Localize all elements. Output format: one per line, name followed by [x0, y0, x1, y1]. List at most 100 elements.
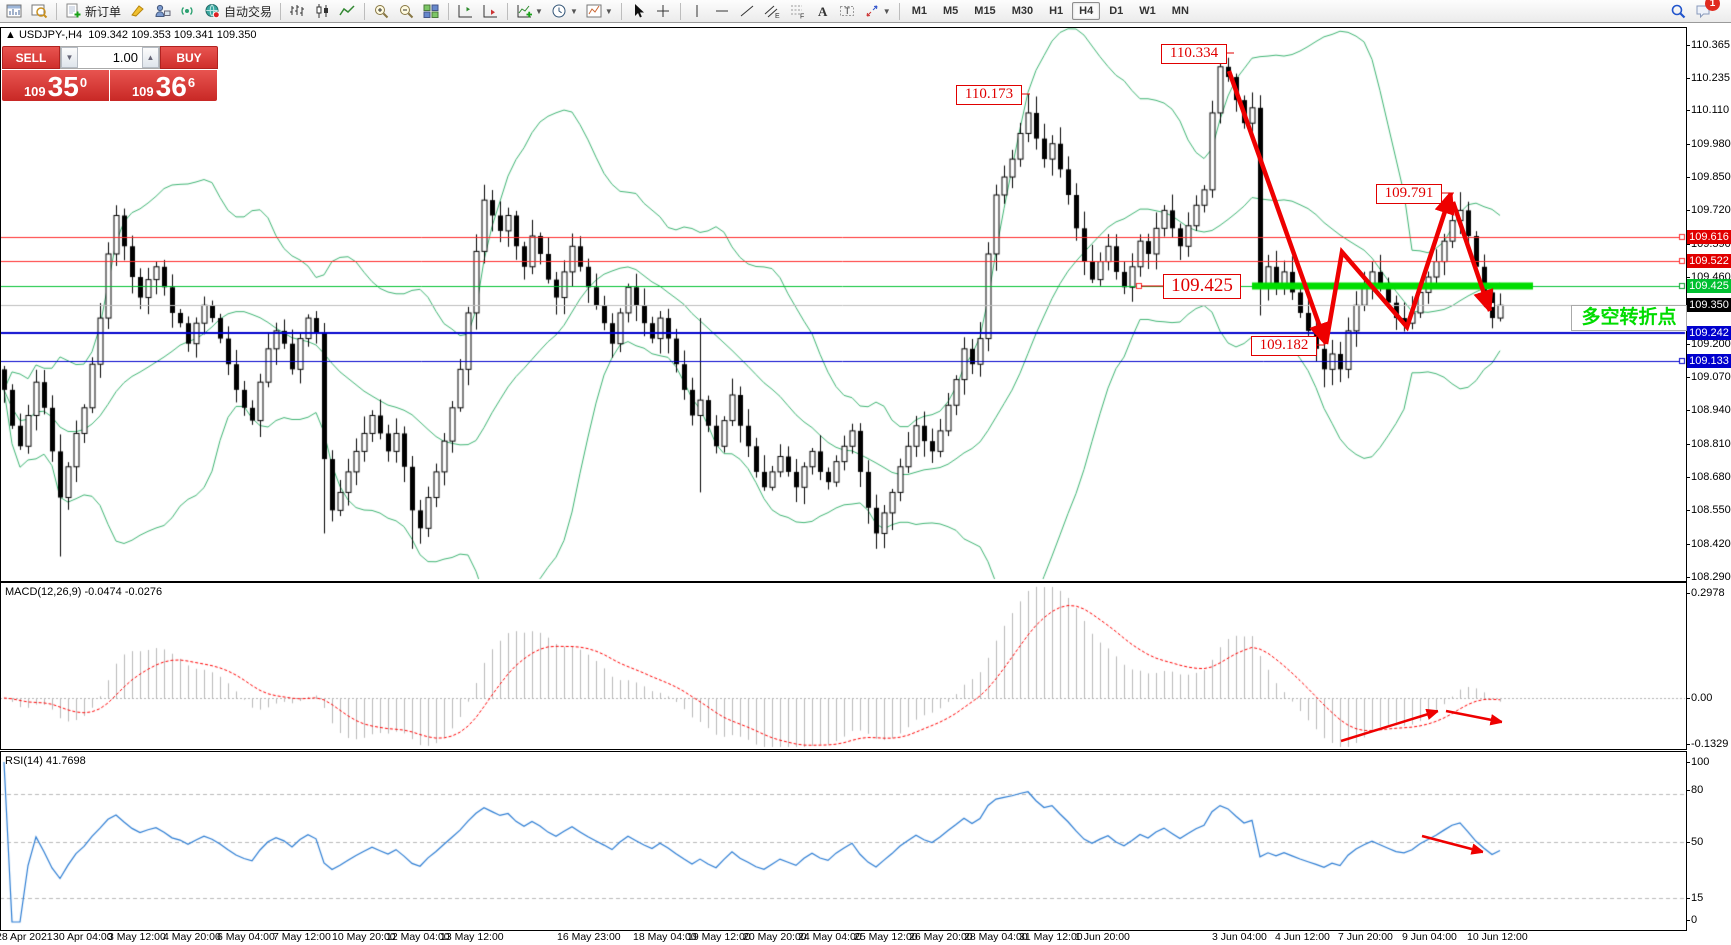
one-click-trading-panel: SELL ▼ 1.00 ▲ BUY 109 35 0 109 36 6: [2, 46, 218, 101]
text-label-button[interactable]: T: [836, 0, 859, 23]
chart-shift-button[interactable]: [454, 0, 477, 23]
line-chart-button[interactable]: [336, 0, 359, 23]
turning-point-note[interactable]: 多空转折点: [1571, 305, 1687, 331]
rsi-axis-tick: 15: [1691, 892, 1704, 904]
timeframe-h4-button[interactable]: H4: [1072, 2, 1101, 20]
timeframe-m1-button[interactable]: M1: [911, 5, 927, 17]
axis-tick-mark: [1686, 78, 1690, 79]
price-callout-label[interactable]: 109.182: [1251, 336, 1317, 356]
bar-chart-icon: [289, 3, 306, 19]
new-order-icon: [65, 3, 82, 19]
horizontal-line-icon: [714, 3, 731, 19]
periods-button[interactable]: ▼: [548, 0, 581, 23]
zoom-out-icon: [398, 3, 415, 19]
trendline-button[interactable]: [736, 0, 759, 23]
buy-price[interactable]: 109 36 6: [110, 70, 217, 101]
axis-tick-mark: [1686, 842, 1690, 843]
toolbar-separator: [364, 2, 366, 20]
arrows-button[interactable]: ▼: [861, 0, 894, 23]
zoom-in-button[interactable]: [370, 0, 393, 23]
bar-chart-button[interactable]: [286, 0, 309, 23]
timeframe-m5-button[interactable]: M5: [943, 5, 959, 17]
axis-tick-mark: [1686, 898, 1690, 899]
axis-tick-mark: [1686, 377, 1690, 378]
time-axis-label: 4 May 20:00: [163, 931, 221, 943]
indicators-button[interactable]: ▼: [513, 0, 546, 23]
new-order-button[interactable]: 新订单: [62, 0, 124, 23]
chart-preview-icon: [31, 3, 48, 19]
arrows-icon: [864, 3, 881, 19]
sell-price[interactable]: 109 35 0: [2, 70, 109, 101]
macd-axis-tick: 0.2978: [1691, 587, 1725, 599]
signals-button[interactable]: [176, 0, 199, 23]
tile-windows-icon: [423, 3, 440, 19]
vertical-line-button[interactable]: [686, 0, 709, 23]
price-callout-label[interactable]: 110.173: [956, 85, 1022, 105]
chevron-down-icon: ▼: [882, 6, 891, 16]
toolbar-separator: [507, 2, 509, 20]
templates-button[interactable]: ▼: [583, 0, 616, 23]
price-axis-tick: 109.980: [1691, 138, 1731, 150]
notifications-button[interactable]: 1: [1692, 0, 1720, 23]
cursor-button[interactable]: [627, 0, 650, 23]
indicators-icon: [516, 3, 533, 19]
axis-tick-mark: [1686, 277, 1690, 278]
price-level-badge: 109.133: [1687, 354, 1731, 368]
price-callout-label[interactable]: 110.334: [1161, 44, 1227, 64]
autotrading-button[interactable]: 自动交易: [201, 0, 275, 23]
chart-window-button[interactable]: [3, 0, 26, 23]
channel-button[interactable]: E: [761, 0, 784, 23]
strategy-button[interactable]: [151, 0, 174, 23]
tile-windows-button[interactable]: [420, 0, 443, 23]
price-callout-label[interactable]: 109.791: [1376, 184, 1442, 204]
zoom-out-button[interactable]: [395, 0, 418, 23]
candlestick-chart-icon: [314, 3, 331, 19]
highlighter-button[interactable]: [126, 0, 149, 23]
toolbar-buttons: 新订单 自动交易 ▼ ▼ ▼ E F A T ▼: [2, 0, 904, 23]
buy-button[interactable]: BUY: [160, 46, 218, 69]
auto-scroll-button[interactable]: [479, 0, 502, 23]
rsi-axis-tick: 80: [1691, 784, 1704, 796]
time-axis-label: 9 Jun 04:00: [1402, 931, 1457, 943]
candlestick-chart-button[interactable]: [311, 0, 334, 23]
volume-increase-button[interactable]: ▲: [142, 47, 159, 68]
timeframe-h1-button[interactable]: H1: [1049, 5, 1064, 17]
time-axis-label: 26 May 20:00: [909, 931, 973, 943]
axis-tick-mark: [1686, 244, 1690, 245]
chart-shift-icon: [457, 3, 474, 19]
timeframe-d1-button[interactable]: D1: [1109, 5, 1124, 17]
volume-value[interactable]: 1.00: [112, 50, 138, 65]
collapse-quote-toggle-icon[interactable]: ▲: [5, 29, 16, 41]
autotrading-label: 自动交易: [224, 4, 273, 19]
macd-axis-tick: 0.00: [1691, 692, 1713, 704]
timeframe-m15-button[interactable]: M15: [974, 5, 996, 17]
autotrading-icon: [204, 3, 221, 19]
fibonacci-button[interactable]: F: [786, 0, 809, 23]
rsi-axis-tick: 0: [1691, 914, 1698, 926]
sell-price-sup: 0: [79, 75, 88, 90]
time-axis-label: 3 Jun 04:00: [1212, 931, 1267, 943]
timeframe-m30-button[interactable]: M30: [1011, 5, 1034, 17]
search-button[interactable]: [1667, 0, 1690, 23]
crosshair-button[interactable]: [652, 0, 675, 23]
axis-tick-mark: [1686, 790, 1690, 791]
horizontal-line-button[interactable]: [711, 0, 734, 23]
rsi-axis-tick: 100: [1691, 756, 1710, 768]
price-level-badge: 109.522: [1687, 254, 1731, 268]
new-order-label: 新订单: [85, 4, 122, 19]
price-callout-label[interactable]: 109.425: [1163, 274, 1241, 299]
cursor-icon: [630, 3, 647, 19]
timeframe-mn-button[interactable]: MN: [1171, 5, 1189, 17]
auto-scroll-icon: [482, 3, 499, 19]
crosshair-icon: [655, 3, 672, 19]
timeframe-w1-button[interactable]: W1: [1139, 5, 1156, 17]
text-button[interactable]: A: [811, 0, 834, 23]
sell-button[interactable]: SELL: [2, 46, 60, 69]
volume-field: ▼ 1.00 ▲: [60, 46, 160, 69]
notification-badge: 1: [1705, 0, 1720, 11]
axis-tick-mark: [1686, 344, 1690, 345]
volume-decrease-button[interactable]: ▼: [61, 47, 78, 68]
chart-preview-button[interactable]: [28, 0, 51, 23]
axis-tick-mark: [1686, 144, 1690, 145]
